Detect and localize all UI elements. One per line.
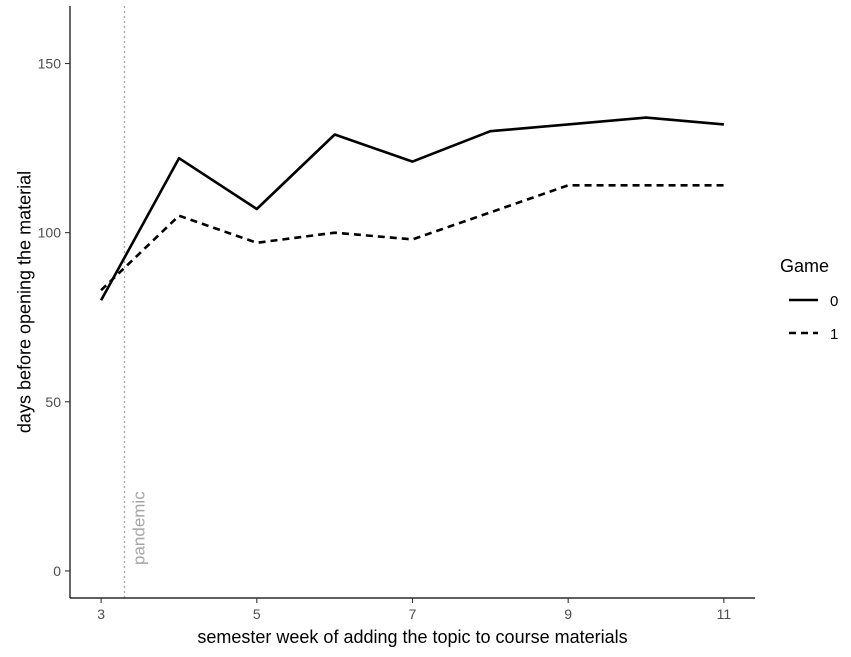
x-tick-label: 5: [253, 606, 261, 622]
y-tick-label: 150: [38, 56, 62, 72]
y-axis-title: days before opening the material: [14, 171, 34, 433]
y-tick-label: 0: [53, 563, 61, 579]
y-axis-ticks: 0 50 100 150: [38, 56, 70, 579]
series-layer: [99, 116, 725, 301]
y-tick-label: 50: [45, 394, 61, 410]
legend: Game 01: [780, 256, 838, 343]
legend-items: 01: [789, 293, 838, 343]
x-tick-label: 11: [717, 606, 732, 622]
series-line-0: [99, 116, 725, 301]
pandemic-annotation: pandemic: [129, 491, 148, 565]
legend-title: Game: [780, 256, 829, 276]
y-tick-label: 100: [38, 225, 62, 241]
series-line-1: [100, 184, 724, 292]
x-axis-ticks: 3 5 7 9 11: [97, 598, 731, 622]
x-tick-label: 3: [97, 606, 105, 622]
annotation-layer: pandemic: [123, 6, 148, 598]
x-tick-label: 9: [564, 606, 572, 622]
legend-label-1: 1: [830, 326, 838, 343]
x-axis-title: semester week of adding the topic to cou…: [197, 627, 627, 647]
legend-label-0: 0: [830, 293, 838, 310]
x-tick-label: 7: [409, 606, 417, 622]
axes-layer: 3 5 7 9 11 0 50 100 150: [38, 6, 755, 622]
